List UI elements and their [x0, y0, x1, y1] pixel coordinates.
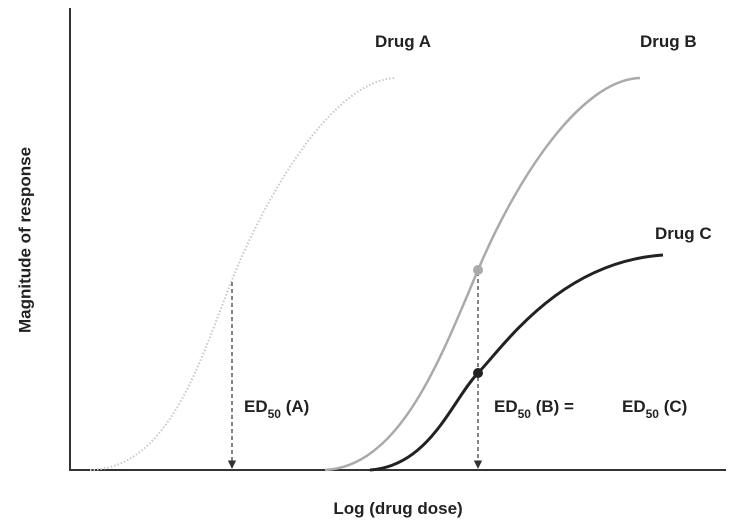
- ed50-sub: 50: [646, 407, 660, 421]
- ed50-sub: 50: [268, 407, 282, 421]
- curve-drug-c: [369, 253, 664, 472]
- ed50-suffix: (A): [281, 397, 309, 416]
- x-axis-label: Log (drug dose): [333, 499, 462, 518]
- ed50-sub: 50: [518, 407, 532, 421]
- curve-drug-a: [89, 77, 396, 471]
- curve-label: Drug A: [375, 32, 431, 51]
- ed50-prefix: ED: [622, 397, 646, 416]
- ed50-prefix: ED: [244, 397, 268, 416]
- ed50-point-c: [473, 368, 483, 378]
- y-axis-label: Magnitude of response: [15, 147, 34, 333]
- curve-label: Drug C: [655, 224, 712, 243]
- ed50-label: ED50 (C): [622, 397, 687, 421]
- curve-label: Drug B: [640, 32, 697, 51]
- ed50-suffix: (C): [659, 397, 687, 416]
- ed50-label: ED50 (B) =: [494, 397, 574, 421]
- ed50-prefix: ED: [494, 397, 518, 416]
- ed50-label: ED50 (A): [244, 397, 309, 421]
- ed50-point-b: [473, 265, 483, 275]
- ed50-suffix: (B) =: [531, 397, 574, 416]
